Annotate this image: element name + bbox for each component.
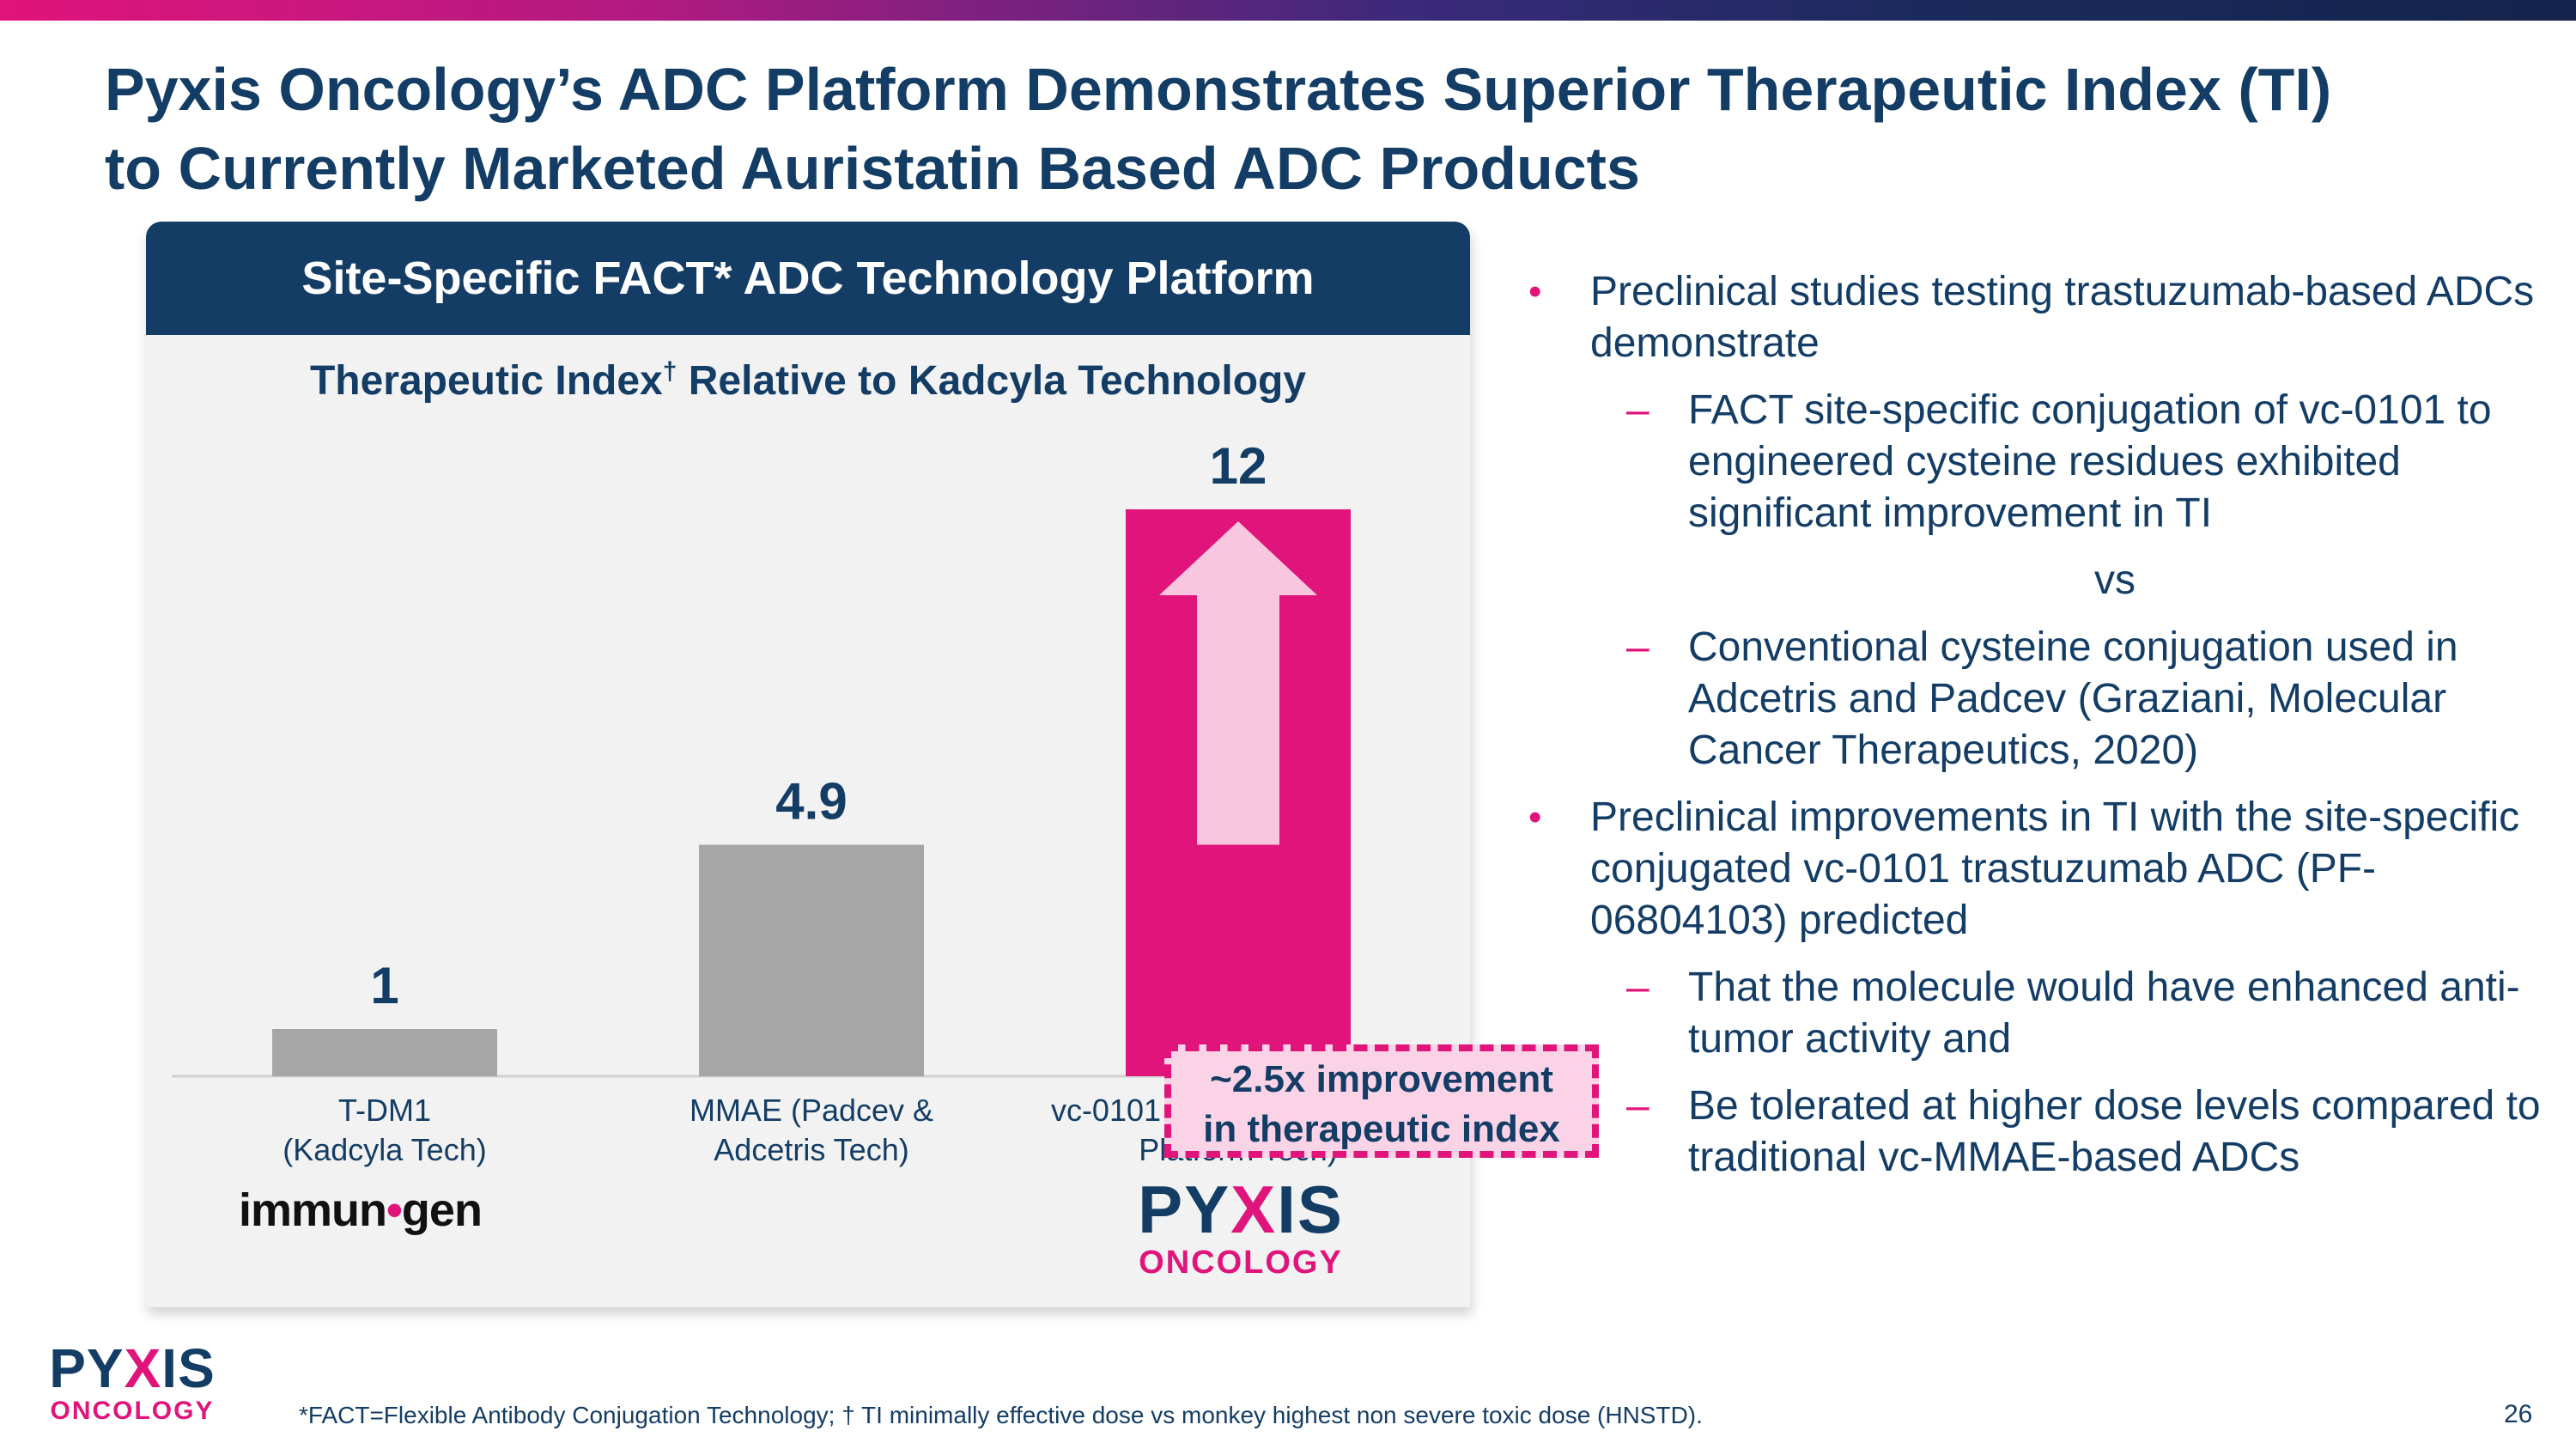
chart-title-suffix: Relative to Kadcyla Technology [677,358,1307,404]
footnote: *FACT=Flexible Antibody Conjugation Tech… [299,1402,1703,1428]
callout-line-1: ~2.5x improvement [1210,1058,1553,1100]
bar-1 [272,1029,497,1076]
pyxis-logo-is: IS [1277,1172,1344,1247]
slide-title-line-1: Pyxis Oncology’s ADC Platform Demonstrat… [105,56,2332,123]
footer-logo-py: PY [49,1337,125,1399]
bar-value-label-2: 4.9 [775,773,847,831]
pyxis-logo-x: X [1230,1172,1278,1247]
pyxis-logo-oncology: ONCOLOGY [1139,1245,1343,1281]
improvement-callout: ~2.5x improvement in therapeutic index [1164,1044,1599,1158]
footer-logo-is: IS [161,1337,216,1399]
chart-title: Therapeutic Index† Relative to Kadcyla T… [146,357,1470,405]
category-label-1-line-1: T-DM1 [338,1093,431,1128]
vs-text: vs [2094,557,2136,603]
bullet-list: Preclinical studies testing trastuzumab-… [1528,266,2542,1199]
panel-header: Site-Specific FACT* ADC Technology Platf… [146,222,1470,335]
slide-title-line-2: to Currently Marketed Auristatin Based A… [105,135,1640,202]
pyxis-chart-logo: PYXIS ONCOLOGY [1116,1175,1365,1282]
bar-value-label-3: 12 [1210,437,1267,495]
up-arrow-icon [1159,521,1317,845]
bullet-1: Preclinical studies testing trastuzumab-… [1528,266,2542,369]
pyxis-logo-py: PY [1138,1172,1231,1247]
bar-value-label-1: 1 [370,957,398,1014]
chart-title-main: Therapeutic Index [309,358,663,404]
sub-bullet-1-1: FACT site-specific conjugation of vc-010… [1528,385,2542,539]
sub-bullet-2-1: That the molecule would have enhanced an… [1528,962,2542,1065]
top-gradient-bar [0,0,2576,21]
sub-bullet-2-2: Be tolerated at higher dose levels compa… [1528,1081,2542,1184]
immunogen-logo-part-a: immun [239,1184,387,1236]
immunogen-logo: immun•gen [239,1184,483,1237]
chart-title-dagger: † [662,357,677,386]
immunogen-logo-dot: • [386,1184,403,1236]
bar-2 [699,844,924,1076]
sub-bullet-1-2: Conventional cysteine conjugation used i… [1528,622,2542,776]
footer-logo-oncology: ONCOLOGY [50,1397,215,1425]
category-label-1-line-2: (Kadcyla Tech) [283,1132,486,1167]
footer-logo-x: X [124,1337,162,1399]
chart-panel: Site-Specific FACT* ADC Technology Platf… [146,222,1599,1307]
callout-line-2: in therapeutic index [1203,1108,1560,1150]
category-label-2-line-2: Adcetris Tech) [714,1132,908,1167]
slide-title: Pyxis Oncology’s ADC Platform Demonstrat… [105,50,2561,208]
page-number: 26 [2504,1400,2533,1428]
immunogen-logo-part-b: gen [401,1184,483,1236]
category-label-2-line-1: MMAE (Padcev & [690,1093,933,1128]
bullet-2: Preclinical improvements in TI with the … [1528,792,2542,947]
pyxis-footer-logo: PYXIS ONCOLOGY [38,1340,227,1426]
